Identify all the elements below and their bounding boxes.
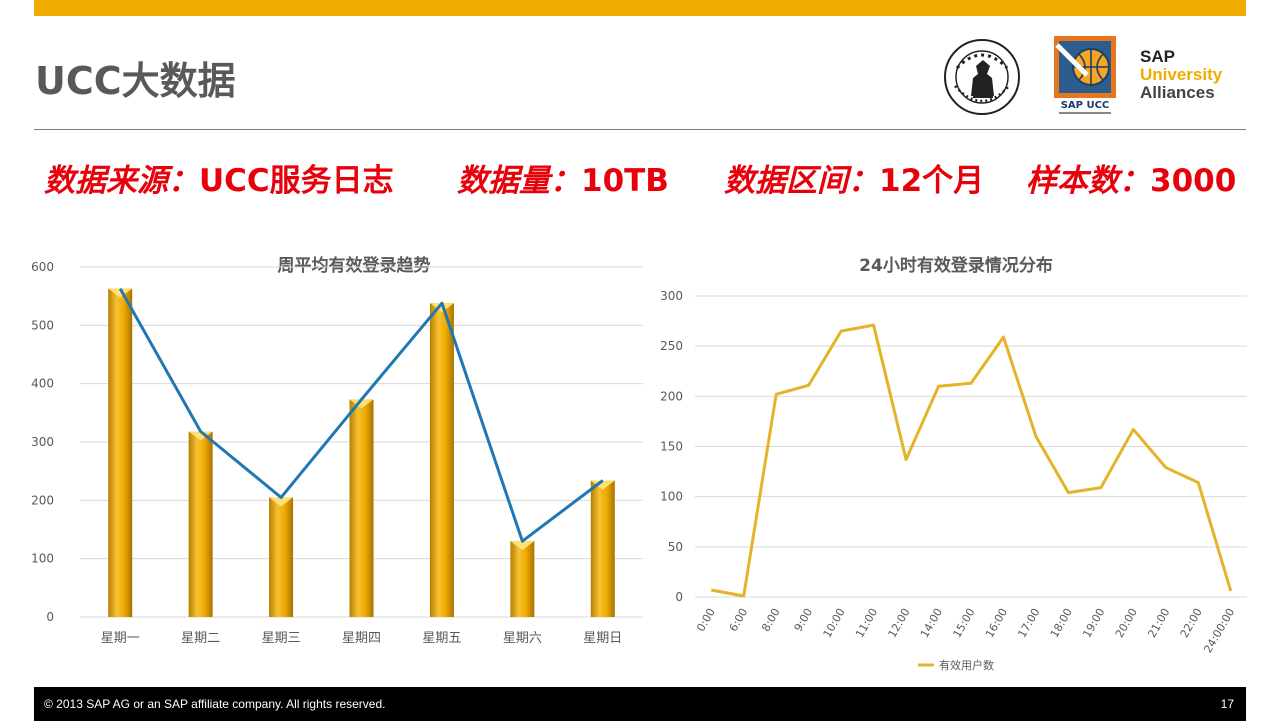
- sap-ucc-logo-text: SAP UCC: [1061, 100, 1110, 111]
- chart2-ytick-label: 0: [675, 590, 683, 604]
- chart2-legend-label: 有效用户数: [939, 658, 994, 672]
- chart2-xtick-label: 10:00: [821, 606, 848, 640]
- chart1-ytick-label: 100: [31, 552, 54, 566]
- stat-data-source: 数据来源：UCC服务日志: [44, 163, 394, 199]
- stat-data-volume: 数据量：10TB: [457, 163, 669, 199]
- chart2-xtick-label: 18:00: [1048, 606, 1075, 640]
- slide-title: UCC大数据: [35, 59, 236, 103]
- stats-row: 数据来源：UCC服务日志 数据量：10TB 数据区间：12个月 样本数：3000: [0, 155, 1280, 199]
- chart2-ytick-label: 100: [660, 490, 683, 504]
- chart1-bar: [429, 303, 454, 617]
- chart1-xtick-label: 星期一: [101, 631, 140, 646]
- page-number: 17: [1220, 697, 1234, 711]
- chart2-xtick-label: 8:00: [759, 606, 783, 634]
- chart1-bar-cap: [349, 399, 374, 409]
- university-seal-logo: [944, 39, 1020, 115]
- chart2-series-line: [710, 323, 1233, 598]
- chart2-xtick-label: 14:00: [918, 606, 945, 640]
- chart1-bar: [510, 541, 535, 617]
- chart1-xtick-label: 星期五: [422, 631, 461, 646]
- header-divider: [34, 129, 1246, 130]
- footer-bar: © 2013 SAP AG or an SAP affiliate compan…: [34, 687, 1246, 721]
- chart1-ytick-label: 500: [31, 318, 54, 332]
- sap-ucc-logo: SAP UCC: [1053, 35, 1117, 117]
- chart1-trend-line: [118, 287, 604, 543]
- chart1-ytick-label: 400: [31, 377, 54, 391]
- chart2-ytick-label: 50: [668, 540, 683, 554]
- stat-data-period: 数据区间：12个月: [724, 163, 985, 199]
- chart2-xtick-label: 17:00: [1015, 606, 1042, 640]
- chart2-ytick-label: 250: [660, 339, 683, 353]
- chart2-xtick-label: 15:00: [950, 606, 977, 640]
- chart1-ytick-label: 300: [31, 435, 54, 449]
- chart1-ytick-label: 200: [31, 493, 54, 507]
- chart1-bar-cap: [590, 480, 615, 490]
- chart2-xtick-label: 19:00: [1080, 606, 1107, 640]
- chart1-bar: [590, 480, 615, 617]
- chart1-bar-cap: [510, 541, 535, 551]
- chart2-xtick-label: 0:00: [694, 606, 718, 634]
- chart1-xtick-label: 星期三: [262, 631, 301, 646]
- sap-university-alliances-logo: SAP University Alliances: [1140, 48, 1222, 102]
- weekly-login-chart: 周平均有效登录趋势 0 100 200 300 400 500 600 星期一 星期二 星期三 星期…: [31, 255, 643, 646]
- chart2-xtick-label: 21:00: [1145, 606, 1172, 640]
- chart1-bar: [349, 399, 374, 617]
- chart2-title: 24小时有效登录情况分布: [859, 255, 1053, 276]
- chart1-bar: [108, 288, 133, 617]
- sap-ua-line1: SAP: [1140, 47, 1175, 66]
- chart2-xtick-label: 22:00: [1178, 606, 1205, 640]
- top-accent-bar: [34, 0, 1246, 16]
- chart1-ytick-label: 0: [46, 610, 54, 624]
- chart1-bar: [269, 497, 294, 617]
- chart2-xtick-label: 24:00:00: [1201, 606, 1237, 655]
- chart2-ytick-label: 300: [660, 289, 683, 303]
- chart1-title: 周平均有效登录趋势: [278, 255, 431, 276]
- chart1-xtick-label: 星期二: [181, 631, 220, 646]
- chart1-bar-cap: [188, 431, 213, 441]
- chart2-xtick-label: 20:00: [1113, 606, 1140, 640]
- sap-ua-line2: University: [1140, 65, 1223, 84]
- chart1-bar-cap: [108, 288, 133, 298]
- chart1-xtick-label: 星期四: [342, 631, 381, 646]
- copyright-text: © 2013 SAP AG or an SAP affiliate compan…: [44, 697, 386, 711]
- chart1-xtick-label: 星期六: [503, 631, 542, 646]
- chart2-ytick-label: 150: [660, 440, 683, 454]
- chart2-xtick-label: 12:00: [886, 606, 913, 640]
- chart2-ytick-label: 200: [660, 389, 683, 403]
- chart1-xtick-label: 星期日: [583, 631, 622, 646]
- chart1-bar: [188, 431, 213, 617]
- chart2-xtick-label: 9:00: [792, 606, 816, 634]
- chart1-bar-cap: [269, 497, 294, 507]
- hourly-login-chart: 24小时有效登录情况分布 0 50 100 150 200 250 300 0:00 6:00 8…: [660, 255, 1247, 672]
- chart2-xtick-label: 11:00: [853, 606, 880, 640]
- stat-sample-count: 样本数：3000: [1026, 163, 1237, 199]
- sap-ua-line3: Alliances: [1140, 83, 1215, 102]
- chart2-xtick-label: 6:00: [727, 606, 751, 634]
- chart2-xtick-label: 16:00: [983, 606, 1010, 640]
- chart1-ytick-label: 600: [31, 260, 54, 274]
